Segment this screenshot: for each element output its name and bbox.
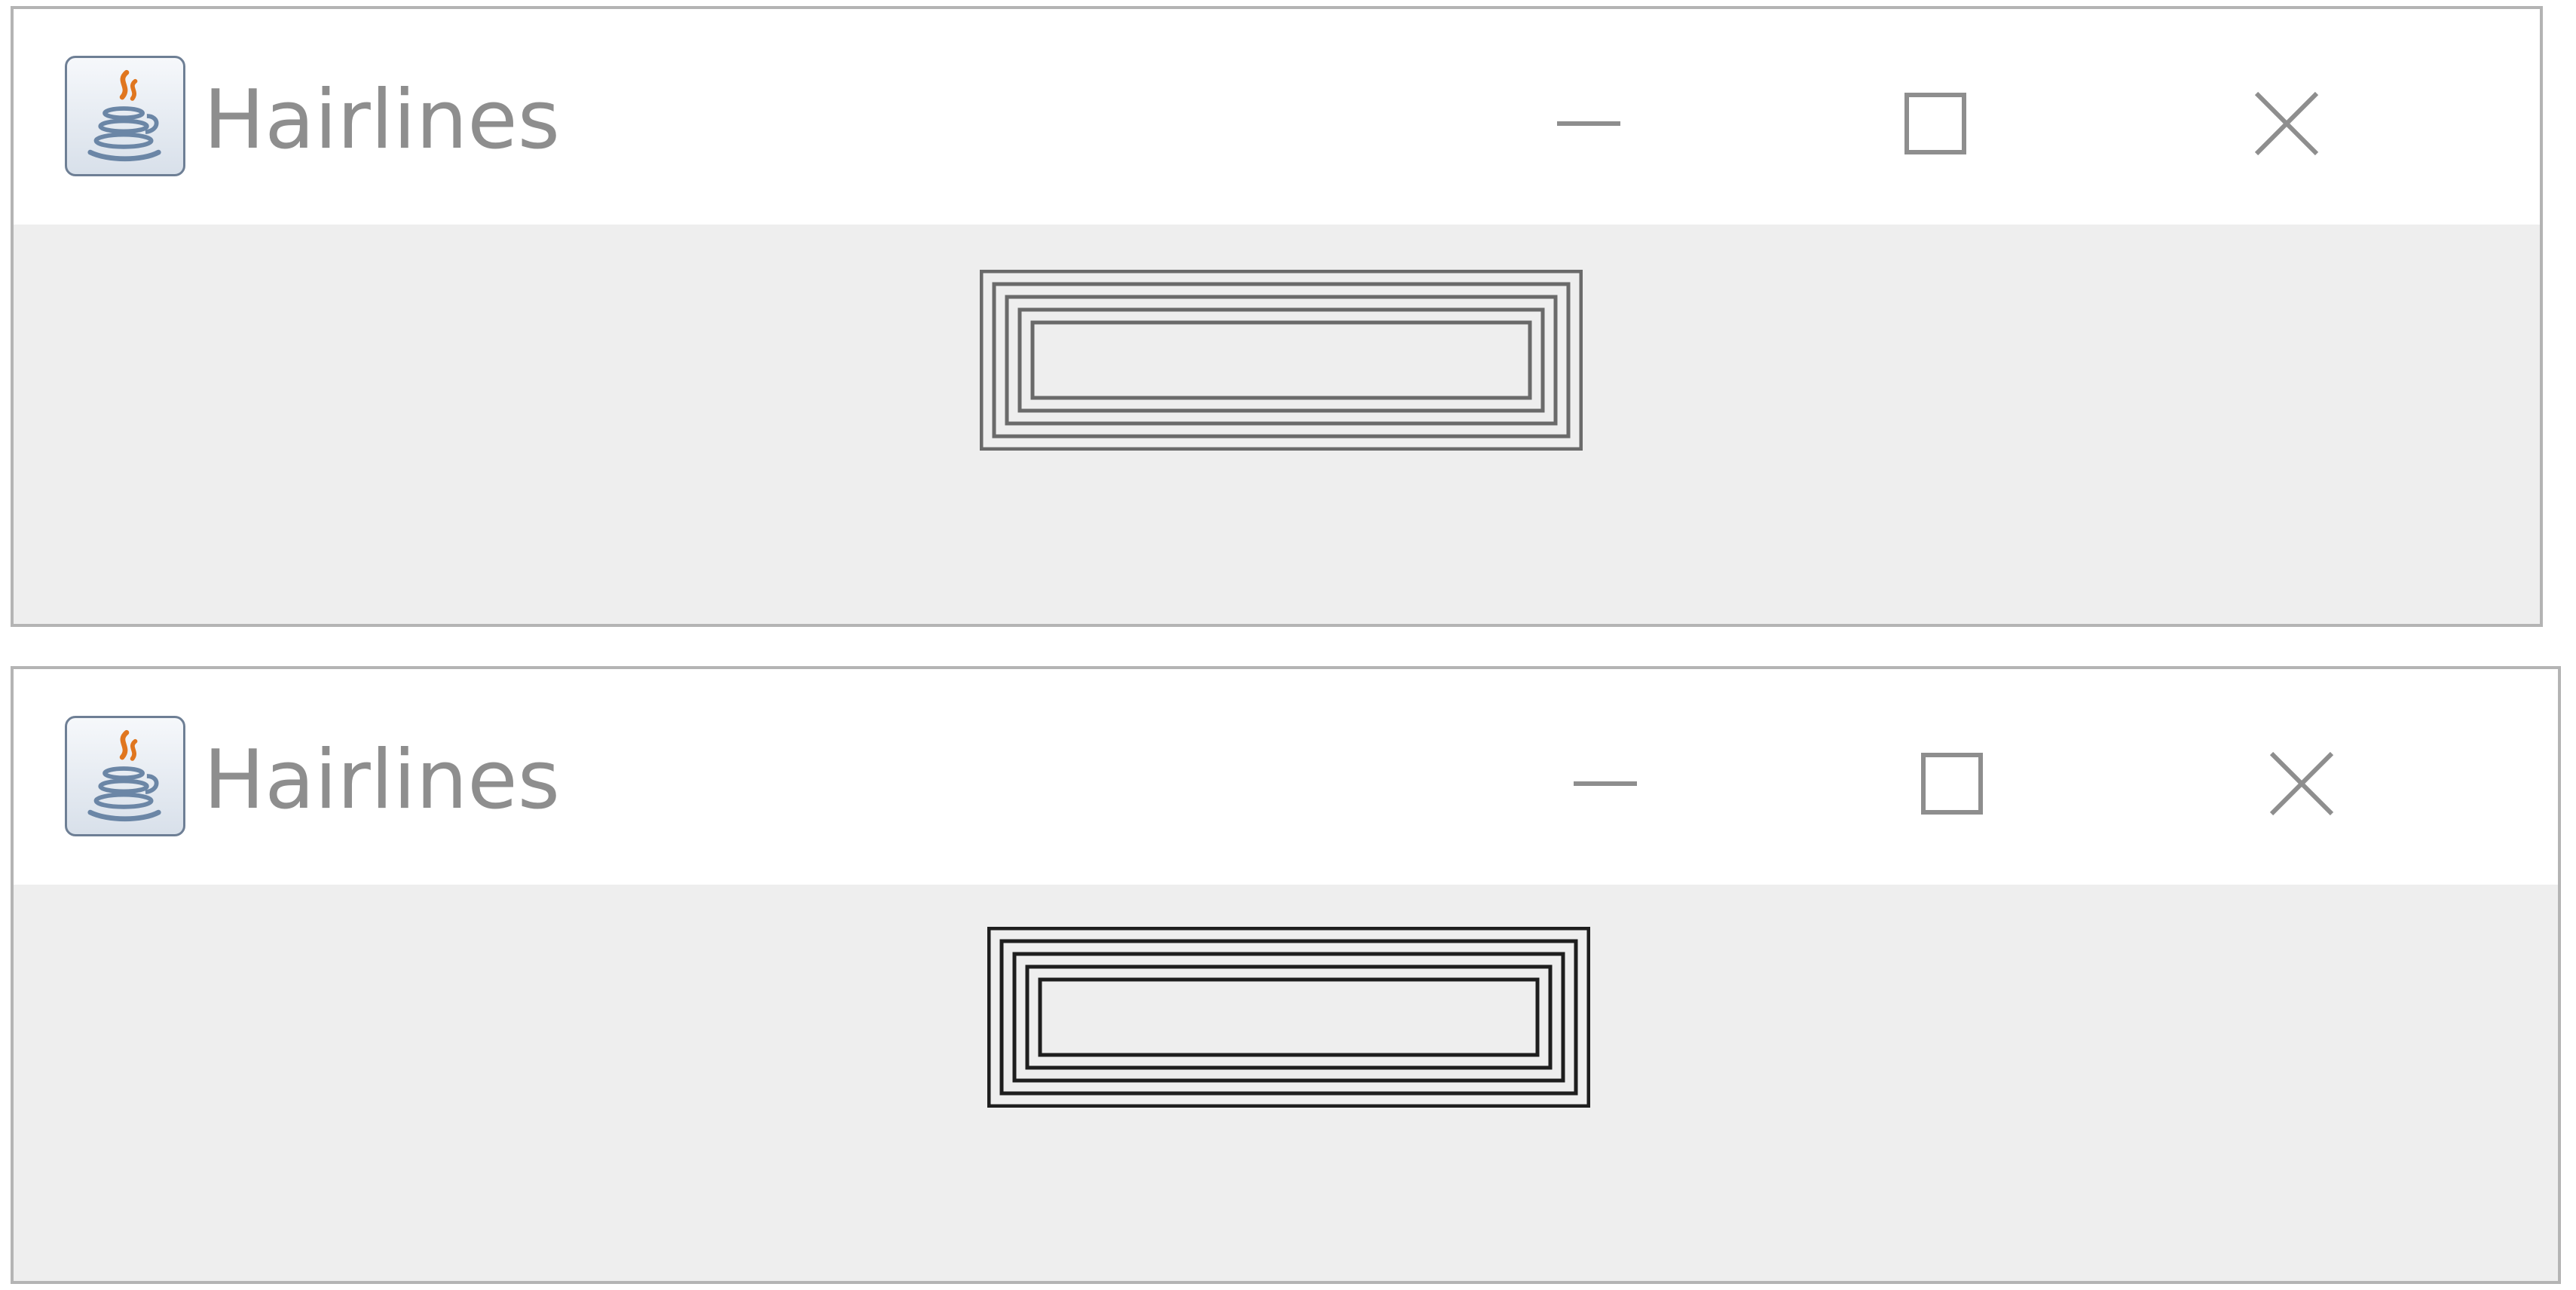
maximize-button[interactable] xyxy=(1877,708,2027,859)
nested-rectangles xyxy=(987,927,1590,1108)
hairline-rect-2 xyxy=(999,939,1578,1096)
maximize-button[interactable] xyxy=(1860,48,2011,199)
title-bar[interactable]: Hairlines xyxy=(14,9,2540,225)
close-button[interactable] xyxy=(2211,48,2362,199)
hairline-rect-4 xyxy=(1017,307,1545,413)
title-bar[interactable]: Hairlines xyxy=(14,669,2558,885)
minimize-button[interactable] xyxy=(1530,708,1681,859)
close-icon xyxy=(2269,751,2334,816)
maximize-icon xyxy=(1921,753,1983,815)
hairline-rect-2 xyxy=(992,282,1571,439)
close-icon xyxy=(2254,91,2319,156)
java-cup-icon[interactable] xyxy=(65,56,185,176)
hairline-rect-5 xyxy=(1038,977,1540,1057)
java-cup-icon[interactable] xyxy=(65,716,185,836)
hairline-rect-3 xyxy=(1012,952,1565,1083)
window-title: Hairlines xyxy=(203,73,560,167)
minimize-icon xyxy=(1574,781,1637,786)
nested-rectangles xyxy=(980,270,1583,451)
minimize-icon xyxy=(1557,121,1620,126)
maximize-icon xyxy=(1904,93,1966,154)
content-pane xyxy=(14,885,2558,1281)
window-title: Hairlines xyxy=(203,733,560,827)
hairline-rect-3 xyxy=(1005,295,1558,426)
hairline-rect-1 xyxy=(980,270,1583,451)
close-button[interactable] xyxy=(2226,708,2377,859)
hairline-rect-5 xyxy=(1030,320,1532,400)
minimize-button[interactable] xyxy=(1513,48,1664,199)
hairlines-window-bottom[interactable]: Hairlines xyxy=(11,666,2561,1284)
hairlines-window-top[interactable]: Hairlines xyxy=(11,6,2543,627)
hairline-rect-4 xyxy=(1025,964,1553,1070)
content-pane xyxy=(14,225,2540,624)
hairline-rect-1 xyxy=(987,927,1590,1108)
